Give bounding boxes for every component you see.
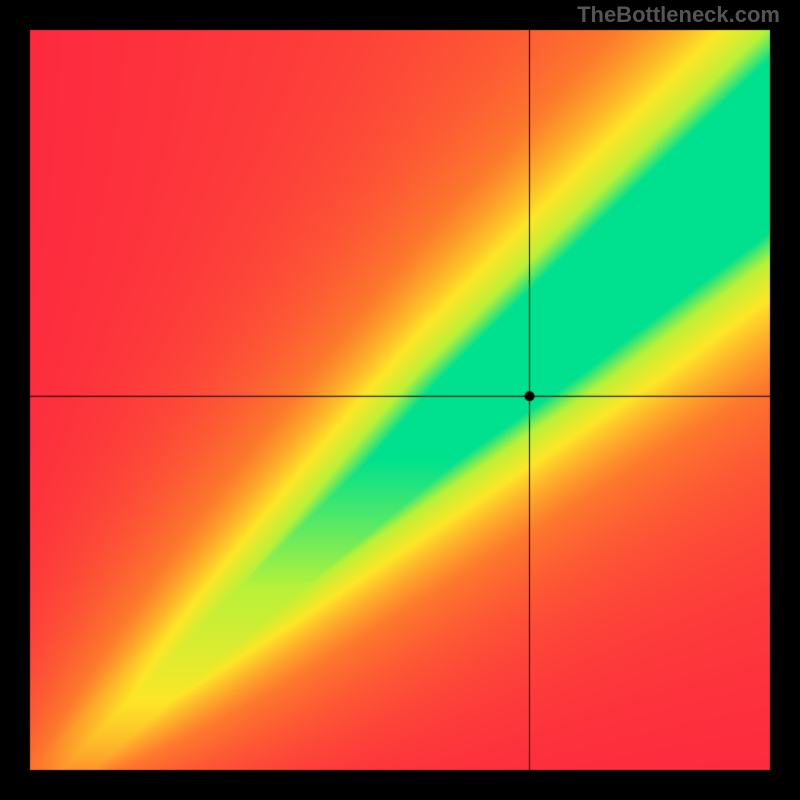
heatmap-chart <box>0 0 800 800</box>
chart-wrapper: TheBottleneck.com <box>0 0 800 800</box>
heatmap-canvas <box>0 0 800 800</box>
watermark-text: TheBottleneck.com <box>577 2 780 28</box>
